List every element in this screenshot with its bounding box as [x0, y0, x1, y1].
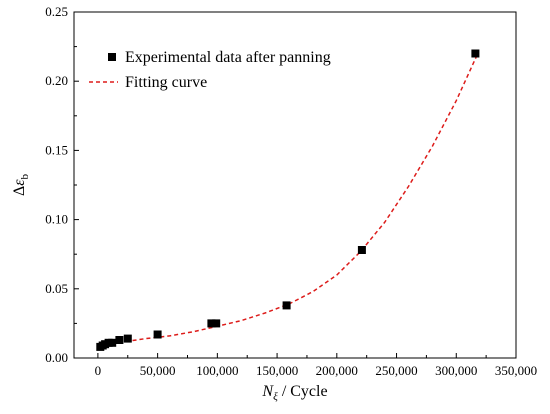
data-point	[357, 246, 366, 254]
legend-label-fitting: Fitting curve	[125, 74, 207, 91]
y-axis-title: Δεb	[11, 173, 31, 196]
x-tick-label: 200,000	[316, 363, 358, 378]
x-tick-label: 150,000	[256, 363, 298, 378]
y-tick-label: 0.20	[45, 73, 68, 88]
y-tick-label: 0.10	[45, 212, 68, 227]
x-tick-label: 0	[95, 363, 102, 378]
y-tick-label: 0.15	[45, 142, 68, 157]
y-tick-label: 0.05	[45, 281, 68, 296]
data-point	[123, 334, 132, 343]
data-point	[471, 49, 480, 58]
x-tick-label: 300,000	[435, 363, 477, 378]
data-point	[108, 338, 117, 347]
x-tick-label: 50,000	[140, 363, 176, 378]
y-axis-ticks: 0.00 0.05 0.10 0.15 0.20 0.25	[45, 4, 79, 365]
data-points-layer	[96, 49, 480, 351]
data-point	[115, 336, 124, 344]
legend-label-experimental: Experimental data after panning	[125, 49, 331, 66]
legend-marker-square	[108, 53, 116, 61]
x-tick-label: 350,000	[495, 363, 537, 378]
y-tick-label: 0.00	[45, 350, 68, 365]
data-point	[212, 319, 221, 328]
x-axis-title: Nξ / Cycle	[261, 383, 327, 403]
x-axis-ticks: 0 50,000 100,000 150,000 200,000 250,000 300,0…	[95, 353, 537, 378]
data-point	[207, 319, 216, 328]
y-tick-label: 0.25	[45, 4, 68, 19]
data-point	[153, 330, 162, 339]
legend: Experimental data after panning Fitting …	[89, 49, 331, 91]
x-tick-label: 250,000	[375, 363, 417, 378]
data-point	[282, 301, 291, 310]
x-tick-label: 100,000	[196, 363, 238, 378]
